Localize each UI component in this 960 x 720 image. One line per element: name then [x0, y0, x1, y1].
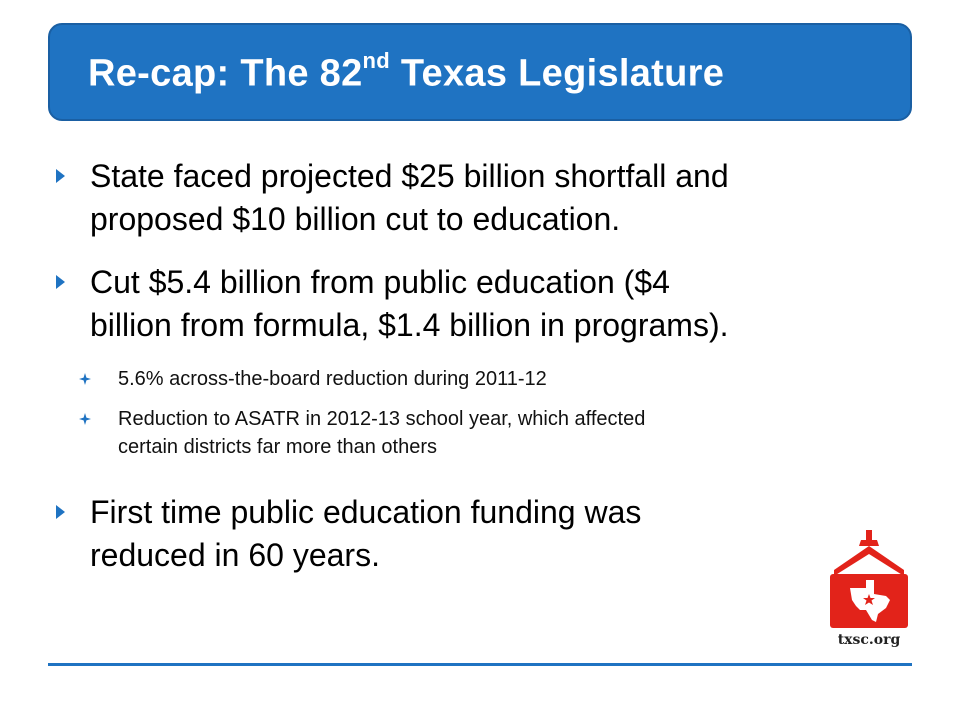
- bullet-text-line: State faced projected $25 billion shortf…: [90, 158, 729, 194]
- footer-divider: [48, 663, 912, 666]
- title-superscript: nd: [362, 48, 390, 73]
- diamond-bullet-icon: [79, 413, 91, 425]
- bullet-text-line: billion from formula, $1.4 billion in pr…: [90, 307, 729, 343]
- sub-bullet-item: Reduction to ASATR in 2012-13 school yea…: [56, 405, 896, 461]
- bullet-text-line: First time public education funding was: [90, 494, 642, 530]
- logo-url-text: txsc.org: [837, 632, 901, 648]
- bullet-text-line: reduced in 60 years.: [90, 537, 380, 573]
- slide-title: Re-cap: The 82nd Texas Legislature: [88, 48, 725, 96]
- bullet-item: Cut $5.4 billion from public education (…: [56, 261, 896, 347]
- schoolhouse-texas-icon: [830, 530, 908, 628]
- bullet-text-line: proposed $10 billion cut to education.: [90, 201, 621, 237]
- bullet-item: State faced projected $25 billion shortf…: [56, 155, 896, 241]
- bullet-list: State faced projected $25 billion shortf…: [56, 155, 896, 577]
- bullet-text-line: Cut $5.4 billion from public education (…: [90, 264, 670, 300]
- diamond-bullet-icon: [79, 373, 91, 385]
- triangle-bullet-icon: [56, 505, 65, 519]
- sub-bullet-item: 5.6% across-the-board reduction during 2…: [56, 365, 896, 393]
- sub-bullet-text-line: Reduction to ASATR in 2012-13 school yea…: [118, 408, 646, 430]
- triangle-bullet-icon: [56, 275, 65, 289]
- txsc-logo: txsc.org: [828, 530, 910, 656]
- title-prefix: Re-cap: The 82: [88, 52, 363, 95]
- title-banner: Re-cap: The 82nd Texas Legislature: [48, 23, 912, 121]
- bullet-item: First time public education funding was …: [56, 491, 896, 577]
- triangle-bullet-icon: [56, 169, 65, 183]
- sub-bullet-text-line: certain districts far more than others: [118, 436, 438, 458]
- sub-bullet-text-line: 5.6% across-the-board reduction during 2…: [118, 368, 547, 390]
- title-suffix: Texas Legislature: [390, 52, 725, 95]
